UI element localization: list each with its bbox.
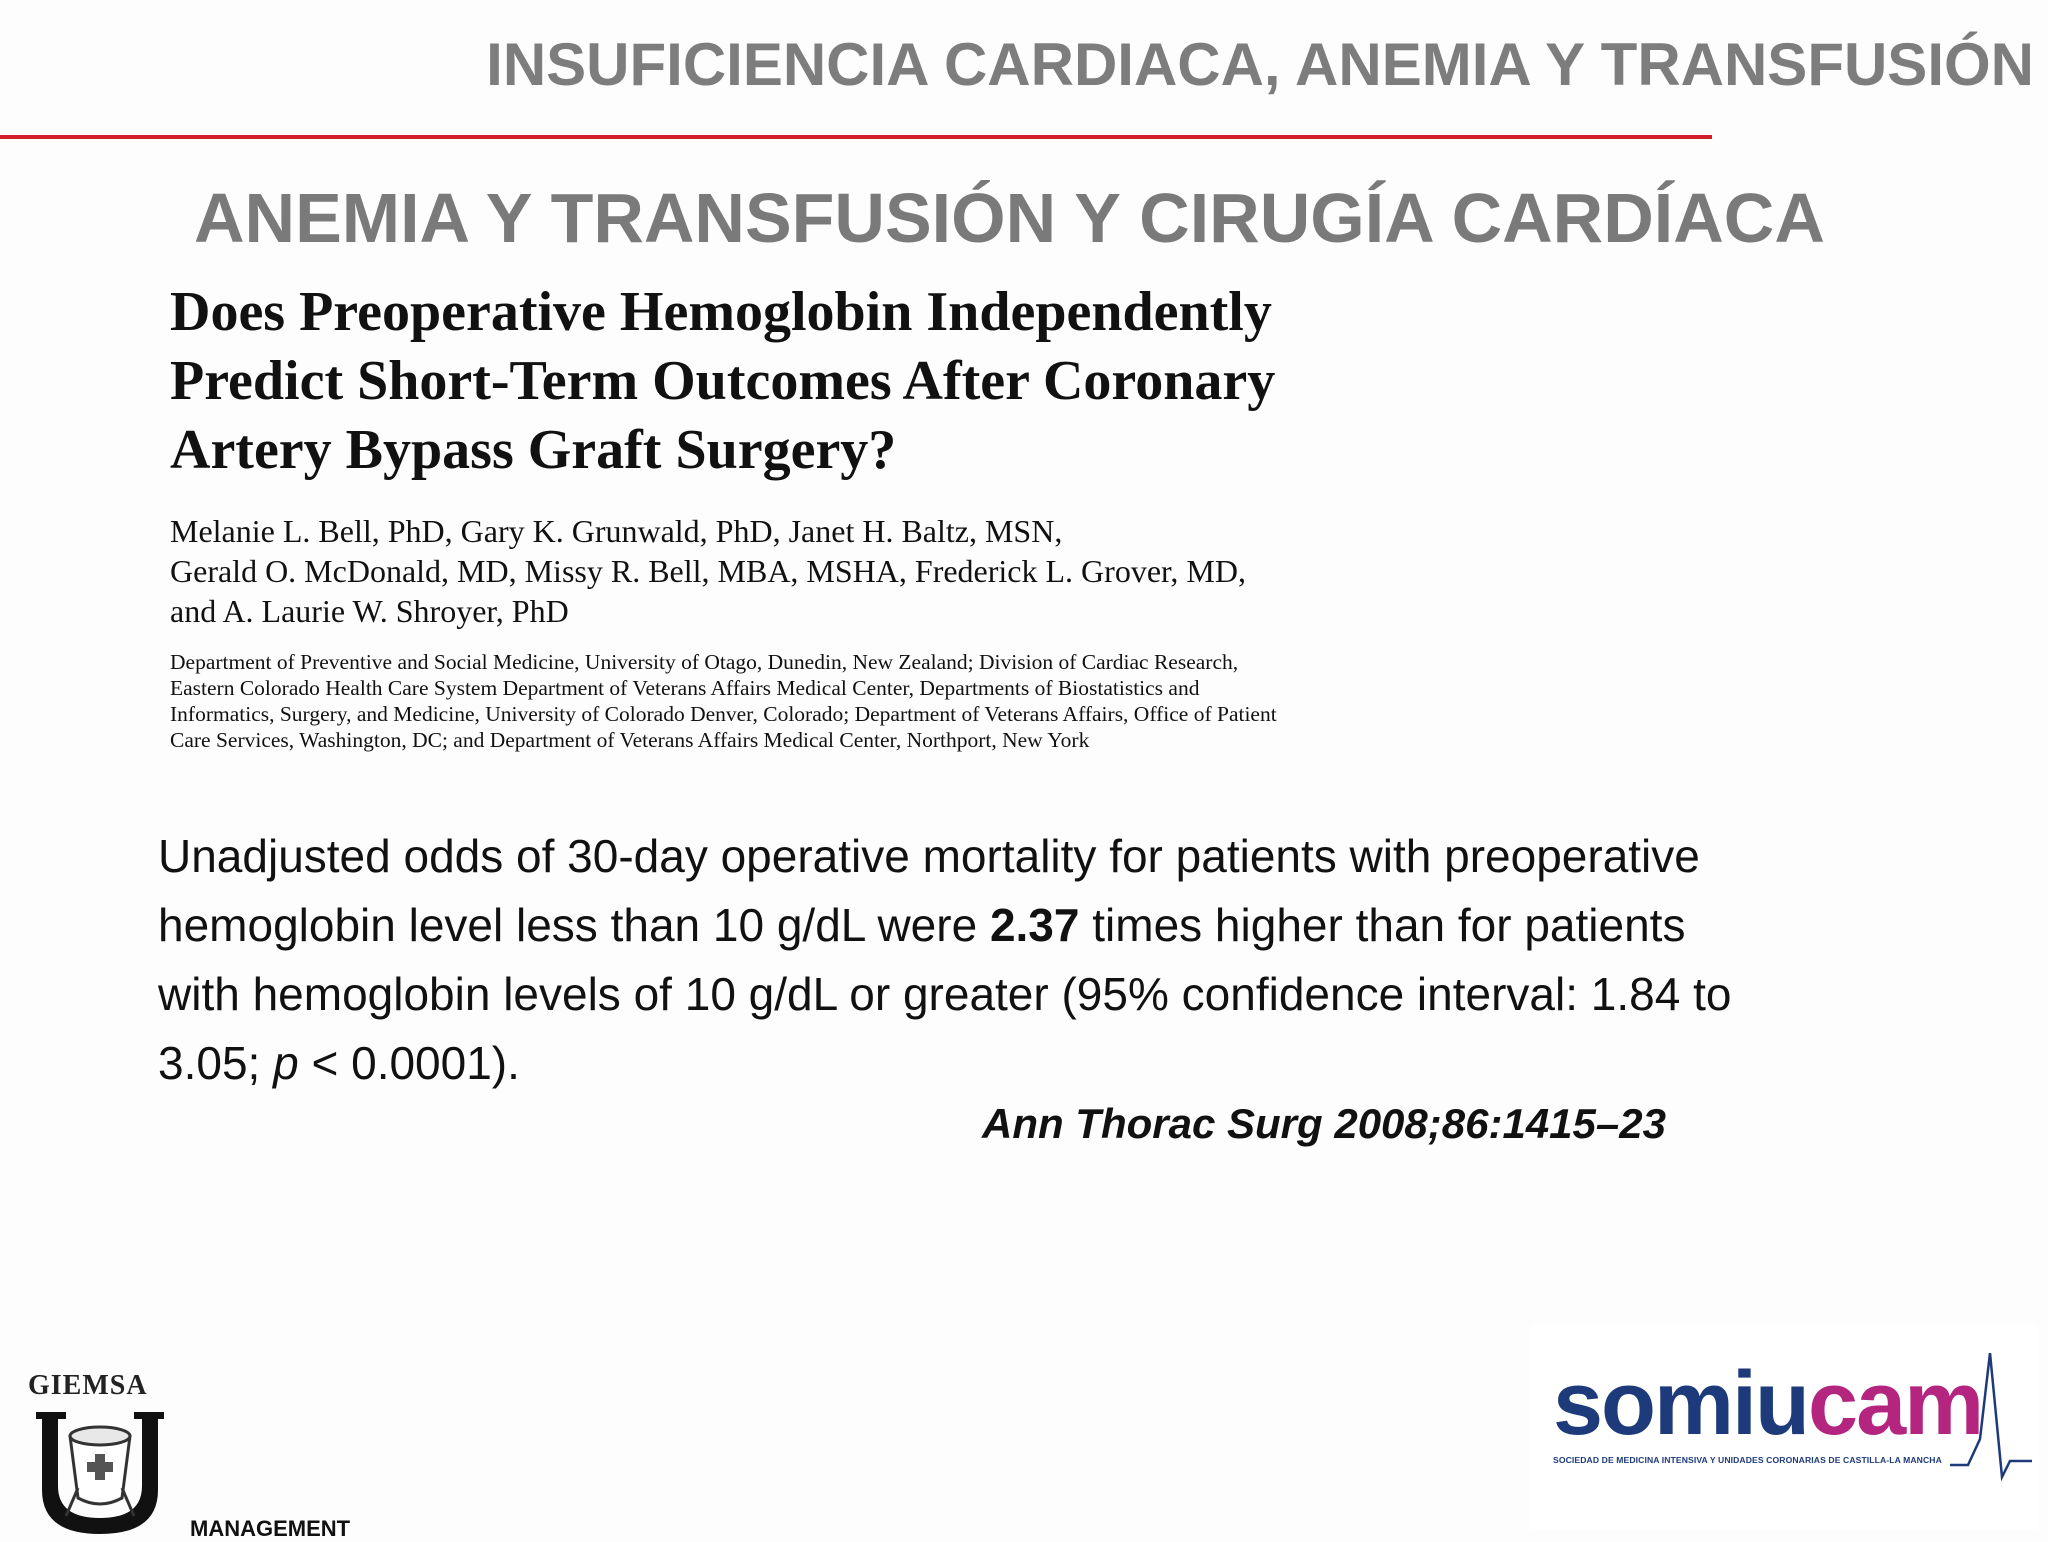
finding-line: hemoglobin level less than 10 g/dL were … — [158, 891, 1988, 960]
affiliation-line: Eastern Colorado Health Care System Depa… — [170, 676, 1200, 700]
paper-title-line: Does Preoperative Hemoglobin Independent… — [170, 281, 1272, 343]
paper-header: Does Preoperative Hemoglobin Independent… — [170, 278, 1570, 753]
section-title: ANEMIA Y TRANSFUSIÓN Y CIRUGÍA CARDÍACA — [194, 179, 1825, 257]
header-divider — [0, 135, 1712, 139]
ecg-pulse-icon — [1950, 1353, 2032, 1482]
author-line: Melanie L. Bell, PhD, Gary K. Grunwald, … — [170, 513, 1063, 549]
paper-title-line: Predict Short-Term Outcomes After Corona… — [170, 350, 1276, 412]
citation: Ann Thorac Surg 2008;86:1415–23 — [982, 1100, 1666, 1147]
finding-text: 3.05; — [158, 1037, 274, 1089]
header-title: INSUFICIENCIA CARDIACA, ANEMIA Y TRANSFU… — [486, 31, 2034, 98]
finding-text: hemoglobin level less than 10 g/dL were — [158, 899, 990, 951]
paper-authors: Melanie L. Bell, PhD, Gary K. Grunwald, … — [170, 511, 1570, 631]
giemsa-name: GIEMSA — [28, 1370, 148, 1401]
somiucam-wordmark: somiucam — [1553, 1359, 1984, 1449]
author-line: Gerald O. McDonald, MD, Missy R. Bell, M… — [170, 553, 1246, 589]
giemsa-tagline: MANAGEMENT — [190, 1516, 351, 1541]
finding-line: with hemoglobin levels of 10 g/dL or gre… — [158, 968, 1732, 1020]
affiliation-line: Department of Preventive and Social Medi… — [170, 650, 1239, 674]
p-symbol: p — [273, 1037, 299, 1089]
key-finding: Unadjusted odds of 30-day operative mort… — [158, 822, 1988, 1098]
paper-title-line: Artery Bypass Graft Surgery? — [170, 419, 897, 481]
somiucam-word-part: somiu — [1553, 1354, 1810, 1454]
paper-affiliations: Department of Preventive and Social Medi… — [170, 649, 1570, 753]
finding-text: < 0.0001). — [298, 1037, 520, 1089]
somiucam-logo: somiucam SOCIEDAD DE MEDICINA INTENSIVA … — [1530, 1325, 2038, 1530]
giemsa-shield-icon — [36, 1412, 164, 1534]
giemsa-logo: GIEMSA MANAGEMENT — [20, 1370, 420, 1541]
affiliation-line: Informatics, Surgery, and Medicine, Univ… — [170, 702, 1277, 726]
finding-line: Unadjusted odds of 30-day operative mort… — [158, 830, 1700, 882]
somiucam-subtitle: SOCIEDAD DE MEDICINA INTENSIVA Y UNIDADE… — [1553, 1455, 1942, 1465]
paper-title: Does Preoperative Hemoglobin Independent… — [170, 278, 1570, 485]
affiliation-line: Care Services, Washington, DC; and Depar… — [170, 728, 1090, 752]
finding-text: times higher than for patients — [1079, 899, 1686, 951]
somiucam-word-part: cam — [1808, 1354, 1984, 1454]
author-line: and A. Laurie W. Shroyer, PhD — [170, 593, 569, 629]
odds-ratio-value: 2.37 — [989, 899, 1080, 951]
finding-line: 3.05; p < 0.0001). — [158, 1029, 1988, 1098]
